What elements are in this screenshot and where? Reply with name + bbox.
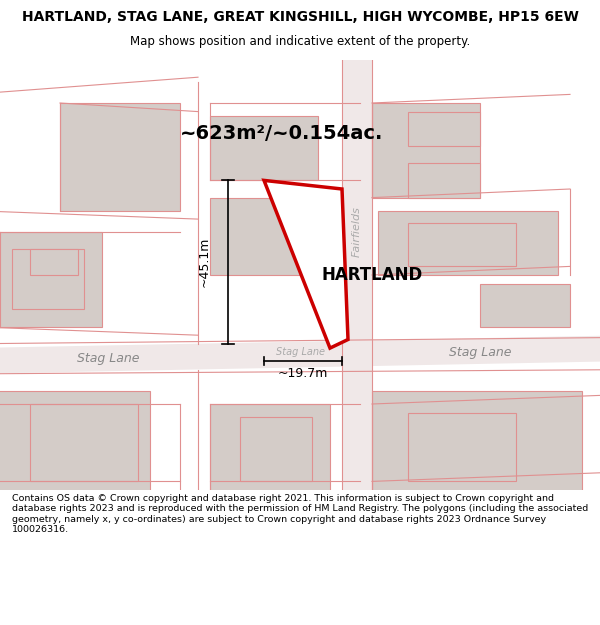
Bar: [210, 198, 306, 275]
Bar: [372, 103, 480, 198]
Text: Map shows position and indicative extent of the property.: Map shows position and indicative extent…: [130, 36, 470, 49]
Text: Stag Lane: Stag Lane: [449, 346, 511, 359]
Bar: [480, 284, 570, 327]
Text: HARTLAND, STAG LANE, GREAT KINGSHILL, HIGH WYCOMBE, HP15 6EW: HARTLAND, STAG LANE, GREAT KINGSHILL, HI…: [22, 10, 578, 24]
Text: Stag Lane: Stag Lane: [275, 348, 325, 358]
Bar: [408, 412, 516, 481]
Text: HARTLAND: HARTLAND: [322, 266, 422, 284]
Polygon shape: [264, 181, 348, 348]
Bar: [240, 417, 312, 481]
Bar: [378, 211, 558, 275]
Bar: [210, 116, 318, 181]
Bar: [0, 391, 150, 511]
Text: Stag Lane: Stag Lane: [77, 352, 139, 366]
Bar: [0, 232, 102, 327]
Bar: [30, 404, 138, 481]
Polygon shape: [342, 39, 372, 511]
Bar: [408, 163, 480, 198]
Text: ~623m²/~0.154ac.: ~623m²/~0.154ac.: [181, 124, 383, 142]
Bar: [372, 391, 582, 511]
Bar: [12, 249, 84, 309]
Bar: [30, 249, 78, 275]
Bar: [210, 404, 330, 511]
Bar: [408, 112, 480, 146]
Text: ~19.7m: ~19.7m: [278, 368, 328, 381]
Bar: [60, 103, 180, 211]
Text: Contains OS data © Crown copyright and database right 2021. This information is : Contains OS data © Crown copyright and d…: [12, 494, 588, 534]
Bar: [408, 223, 516, 266]
Text: Fairfields: Fairfields: [352, 206, 362, 258]
Polygon shape: [0, 335, 600, 374]
Text: ~45.1m: ~45.1m: [197, 237, 211, 288]
